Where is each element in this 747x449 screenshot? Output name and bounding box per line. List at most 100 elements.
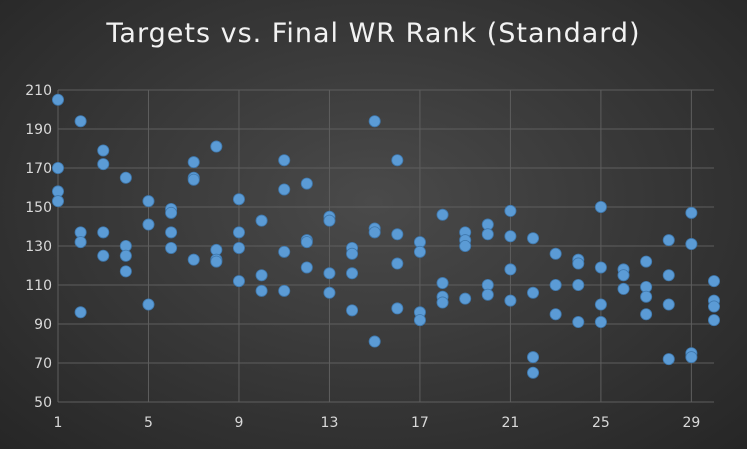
data-point <box>142 218 155 231</box>
y-tick-label: 170 <box>25 161 52 177</box>
data-point <box>640 308 653 321</box>
data-point <box>504 294 517 307</box>
data-point <box>323 267 336 280</box>
data-point <box>187 173 200 186</box>
data-point <box>594 298 607 311</box>
x-tick-label: 5 <box>144 415 153 431</box>
data-point <box>594 200 607 213</box>
data-point <box>52 161 65 174</box>
data-point <box>368 115 381 128</box>
data-point <box>278 284 291 297</box>
data-point <box>504 230 517 243</box>
data-point <box>504 263 517 276</box>
data-point <box>662 298 675 311</box>
data-point <box>74 236 87 249</box>
data-point <box>436 296 449 309</box>
data-point <box>640 290 653 303</box>
data-point <box>662 234 675 247</box>
data-point <box>119 249 132 262</box>
x-tick-label: 21 <box>501 415 519 431</box>
data-point <box>210 255 223 268</box>
y-tick-label: 90 <box>34 317 52 333</box>
data-point <box>527 286 540 299</box>
y-tick-label: 190 <box>25 122 52 138</box>
x-tick-label: 17 <box>411 415 429 431</box>
data-point <box>391 228 404 241</box>
data-point <box>391 302 404 315</box>
data-point <box>368 226 381 239</box>
x-tick-label: 13 <box>321 415 339 431</box>
data-point <box>572 278 585 291</box>
data-point <box>232 193 245 206</box>
data-point <box>459 239 472 252</box>
data-point <box>278 154 291 167</box>
data-point <box>300 177 313 190</box>
x-tick-label: 9 <box>235 415 244 431</box>
y-tick-label: 70 <box>34 356 52 372</box>
data-point <box>708 275 721 288</box>
y-tick-label: 50 <box>34 395 52 411</box>
data-point <box>119 265 132 278</box>
data-point <box>527 351 540 364</box>
data-point <box>391 154 404 167</box>
data-point <box>278 245 291 258</box>
data-point <box>549 308 562 321</box>
data-point <box>74 306 87 319</box>
data-point <box>255 284 268 297</box>
data-point <box>549 278 562 291</box>
data-point <box>142 298 155 311</box>
data-point <box>323 286 336 299</box>
data-point <box>481 288 494 301</box>
data-point <box>413 314 426 327</box>
data-point <box>549 247 562 260</box>
data-point <box>527 366 540 379</box>
data-point <box>708 300 721 313</box>
data-point <box>255 214 268 227</box>
data-point <box>436 277 449 290</box>
data-point <box>232 226 245 239</box>
x-tick-label: 25 <box>592 415 610 431</box>
data-point <box>436 208 449 221</box>
data-point <box>346 247 359 260</box>
data-point <box>165 206 178 219</box>
data-point <box>346 304 359 317</box>
data-point <box>617 282 630 295</box>
data-point <box>572 257 585 270</box>
data-point <box>594 316 607 329</box>
data-point <box>527 232 540 245</box>
data-point <box>662 353 675 366</box>
data-point <box>300 261 313 274</box>
data-point <box>165 241 178 254</box>
data-point <box>708 314 721 327</box>
data-point <box>232 241 245 254</box>
data-point <box>323 214 336 227</box>
data-point <box>255 269 268 282</box>
data-point <box>391 257 404 270</box>
data-point <box>413 245 426 258</box>
data-point <box>74 115 87 128</box>
data-point <box>662 269 675 282</box>
data-point <box>368 335 381 348</box>
data-point <box>119 171 132 184</box>
data-point <box>187 253 200 266</box>
y-tick-label: 150 <box>25 200 52 216</box>
data-point <box>504 204 517 217</box>
x-tick-label: 1 <box>54 415 63 431</box>
data-point <box>685 206 698 219</box>
y-tick-label: 130 <box>25 239 52 255</box>
data-point <box>97 144 110 157</box>
data-point <box>142 195 155 208</box>
x-tick-label: 29 <box>682 415 700 431</box>
y-tick-label: 210 <box>25 83 52 99</box>
data-point <box>572 316 585 329</box>
data-point <box>594 261 607 274</box>
data-point <box>685 351 698 364</box>
data-point <box>346 267 359 280</box>
data-point <box>232 275 245 288</box>
data-point <box>278 183 291 196</box>
data-point <box>165 226 178 239</box>
data-point <box>459 292 472 305</box>
data-point <box>97 249 110 262</box>
